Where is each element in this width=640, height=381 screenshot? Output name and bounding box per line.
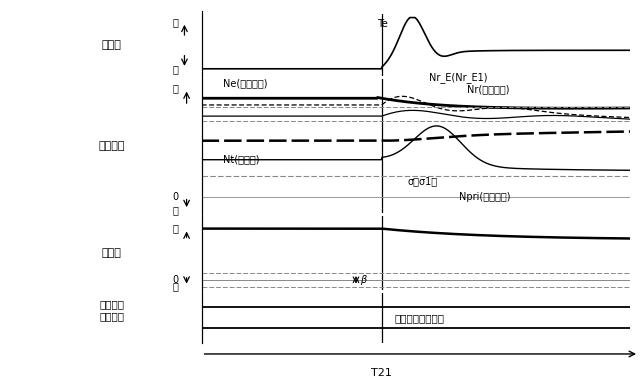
Text: Npri(正と仮定): Npri(正と仮定) xyxy=(459,192,510,202)
Text: Ne(センサ値): Ne(センサ値) xyxy=(223,78,268,88)
Text: 大: 大 xyxy=(172,17,178,27)
Text: 小: 小 xyxy=(172,282,178,291)
Text: σ（σ1）: σ（σ1） xyxy=(408,176,438,186)
Text: 0: 0 xyxy=(172,192,178,202)
Text: Nr(センサ値): Nr(センサ値) xyxy=(467,85,510,94)
Text: Nr_E(Nr_E1): Nr_E(Nr_E1) xyxy=(429,73,488,83)
Text: 0: 0 xyxy=(172,275,178,285)
Text: β: β xyxy=(360,275,367,285)
Text: 偏差量: 偏差量 xyxy=(102,248,122,258)
Text: 回転速度: 回転速度 xyxy=(99,141,125,151)
Text: 大: 大 xyxy=(172,84,178,94)
Text: 小: 小 xyxy=(172,205,178,215)
Text: 正転と判定しない: 正転と判定しない xyxy=(394,313,445,323)
Text: Te: Te xyxy=(378,19,388,29)
Text: 小: 小 xyxy=(172,64,178,74)
Text: 正転判定
判定結果: 正転判定 判定結果 xyxy=(99,299,124,322)
Text: 大: 大 xyxy=(172,224,178,234)
Text: T21: T21 xyxy=(371,368,392,378)
Text: Nt(推定値): Nt(推定値) xyxy=(223,154,260,164)
Text: トルク: トルク xyxy=(102,40,122,50)
